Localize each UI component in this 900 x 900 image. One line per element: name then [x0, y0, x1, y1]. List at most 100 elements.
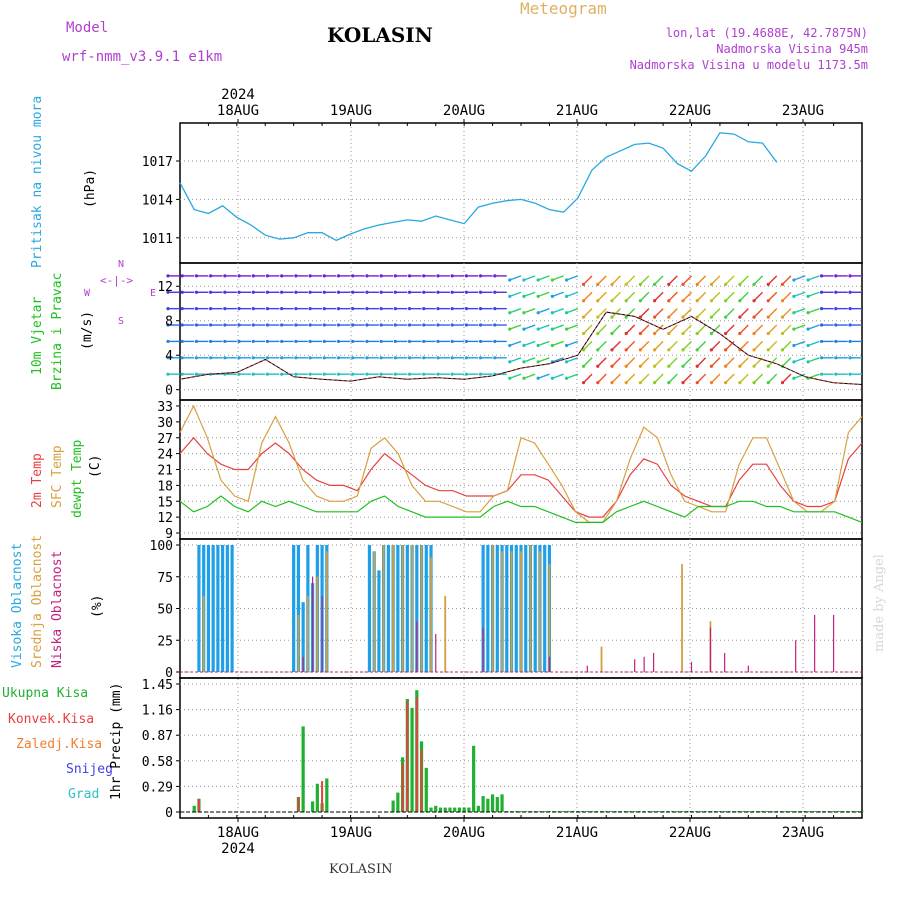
wind-arrow-head — [819, 323, 824, 327]
wind-arrow-head — [624, 381, 628, 385]
wind-arrow-head — [436, 290, 440, 294]
wind-arrow-head — [223, 323, 227, 327]
wind-arrow-head — [393, 274, 397, 278]
cloud-low-bar — [482, 627, 484, 672]
precip-unit: 1hr Precip (mm) — [109, 682, 124, 800]
wind-arrow — [611, 275, 621, 285]
wind-arrow-head — [834, 323, 838, 327]
wind-arrow — [668, 275, 678, 285]
wind-arrow-head — [724, 282, 728, 286]
wind-arrow-head — [280, 274, 284, 278]
wind-arrow-head — [194, 339, 199, 344]
wind-arrow-head — [251, 323, 255, 327]
wind-arrow-head — [522, 327, 526, 331]
wind-arrow — [552, 275, 564, 281]
wind-arrow-head — [522, 376, 526, 380]
wind-arrow-head — [464, 274, 468, 278]
precip-convective-bar — [197, 798, 200, 812]
cloud-low-bar — [321, 595, 323, 672]
wind-arrow-head — [351, 372, 355, 376]
wind-arrow-head — [695, 282, 699, 286]
wind-arrow-head — [422, 290, 426, 294]
wind-arrow-head — [550, 343, 554, 348]
wind-arrow-head — [610, 331, 614, 336]
wind-arrow-head — [652, 299, 657, 303]
precip-total-bar — [429, 807, 433, 812]
wind-arrow-head — [265, 290, 270, 294]
wind-arrow-head — [596, 364, 600, 368]
wind-arrow — [611, 373, 621, 384]
wind-arrow-head — [478, 356, 483, 360]
precip-ytick-label: 0.87 — [142, 729, 173, 744]
wind-arrow-head — [493, 290, 497, 294]
wind-arrow-head — [581, 348, 586, 352]
cloud-mid-bar — [420, 545, 423, 672]
wind-arrow-head — [493, 339, 497, 344]
wind-arrow — [654, 357, 664, 367]
wind-arrow-head — [365, 339, 369, 344]
wind-arrow — [566, 357, 579, 363]
wind-arrow-head — [336, 339, 341, 344]
precip-total-bar — [325, 778, 329, 812]
wind-arrow — [537, 291, 550, 298]
wind-arrow-head — [834, 356, 838, 360]
wind-arrow — [793, 291, 806, 298]
wind-arrow-head — [251, 307, 255, 311]
wind-arrow-head — [624, 315, 628, 319]
precip-total-bar — [680, 811, 684, 812]
cloud-low-bar — [548, 656, 551, 672]
wind-arrow-head — [336, 290, 341, 294]
wind-arrow-head — [766, 348, 770, 352]
wind-arrow-head — [180, 307, 184, 311]
pressure-ytick-label: 1017 — [142, 155, 173, 170]
temp-dewpt-line — [179, 495, 863, 523]
wind-arrow-head — [180, 274, 184, 278]
wind-arrow — [696, 308, 707, 318]
wind-arrow-head — [407, 372, 412, 376]
wind-arrow-head — [780, 315, 785, 319]
wind-gust-line — [179, 311, 863, 385]
wind-arrow-head — [752, 364, 756, 368]
wind-arrow-head — [508, 294, 512, 298]
wind-arrow — [611, 357, 621, 367]
wind-arrow — [725, 275, 735, 285]
wind-arrow-head — [436, 307, 440, 311]
wind-arrow — [654, 275, 664, 285]
wind-arrow-head — [624, 299, 628, 303]
wind-arrow-head — [581, 364, 586, 368]
elevation-info: Nadmorska Visina 945m — [716, 42, 868, 56]
wind-arrow — [597, 324, 607, 335]
wind-arrow-head — [180, 372, 184, 376]
wind-arrow-head — [251, 339, 255, 344]
wind-arrow-head — [322, 372, 326, 376]
wind-arrow-head — [180, 339, 184, 344]
cloud-ytick-label: 0 — [165, 666, 173, 681]
top-date-label: 19AUG — [330, 103, 372, 119]
cloud-mid-bar — [202, 595, 205, 672]
wind-arrow-head — [478, 372, 483, 376]
wind-arrow — [523, 275, 536, 281]
cloud-low-bar — [724, 652, 726, 672]
wind-arrow — [566, 373, 579, 379]
cloud-low-bar — [416, 621, 418, 672]
wind-arrow-head — [436, 372, 440, 376]
wind-arrow-head — [780, 331, 785, 336]
wind-arrow — [739, 275, 749, 285]
wind-arrow-head — [819, 307, 824, 311]
wind-arrow — [552, 357, 564, 363]
wind-arrow — [583, 373, 593, 384]
wind-arrow — [668, 357, 678, 367]
wind-arrow-head — [596, 381, 600, 385]
wind-arrow-head — [638, 364, 642, 368]
wind-arrow-head — [322, 339, 326, 344]
wind-arrow-head — [407, 307, 412, 311]
wind-arrow-head — [322, 323, 326, 327]
wind-arrow — [696, 275, 707, 285]
footer-station: KOLASIN — [329, 862, 393, 877]
precip-total-bar — [315, 783, 319, 812]
wind-arrow-head — [166, 323, 170, 327]
precip-total-bar — [434, 805, 438, 812]
wind-arrow-head — [536, 360, 540, 364]
wind-arrow-head — [194, 323, 199, 327]
wind-arrow-head — [848, 307, 852, 311]
